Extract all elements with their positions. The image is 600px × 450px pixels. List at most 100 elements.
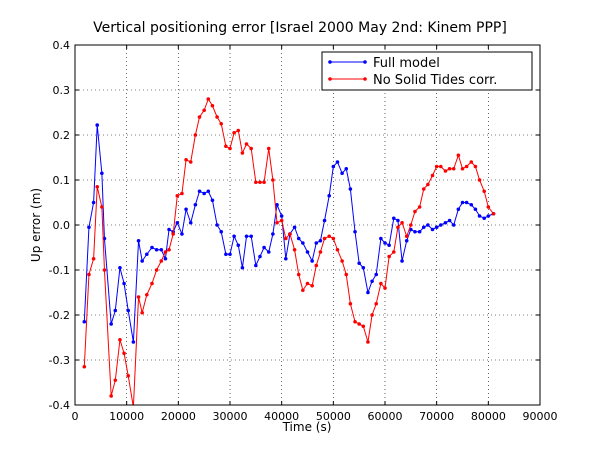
data-point-no-solid-tides-corr [266, 146, 271, 151]
data-point-no-solid-tides-corr [159, 259, 164, 263]
data-point-no-solid-tides-corr [232, 130, 236, 135]
data-point-full-model [404, 238, 409, 243]
data-point-full-model [254, 263, 258, 268]
data-point-no-solid-tides-corr [486, 205, 491, 209]
data-point-no-solid-tides-corr [353, 319, 357, 324]
data-point-full-model [391, 216, 396, 221]
data-point-full-model [335, 160, 340, 164]
data-point-no-solid-tides-corr [374, 301, 379, 306]
data-point-no-solid-tides-corr [163, 250, 168, 254]
data-point-full-model [240, 265, 245, 270]
data-point-no-solid-tides-corr [180, 191, 184, 196]
data-point-no-solid-tides-corr [451, 166, 456, 171]
x-tick-label: 30000 [213, 410, 248, 423]
data-point-full-model [210, 198, 215, 203]
data-point-no-solid-tides-corr [456, 153, 461, 158]
data-point-no-solid-tides-corr [206, 97, 211, 101]
data-point-no-solid-tides-corr [87, 272, 91, 277]
data-point-no-solid-tides-corr [184, 157, 188, 162]
data-point-full-model [366, 290, 370, 295]
data-point-full-model [383, 241, 387, 245]
data-point-full-model [95, 123, 100, 127]
data-point-full-model [344, 166, 349, 171]
data-point-full-model [379, 236, 383, 241]
y-tick-label: -0.1 [49, 264, 70, 277]
data-point-full-model [413, 229, 417, 234]
x-tick-label: 60000 [368, 410, 403, 423]
x-tick-label: 80000 [471, 410, 506, 423]
data-point-no-solid-tides-corr [296, 272, 301, 277]
x-tick-label: 20000 [161, 410, 196, 423]
data-point-full-model [314, 241, 319, 245]
data-point-no-solid-tides-corr [430, 173, 435, 178]
data-point-no-solid-tides-corr [275, 220, 279, 225]
data-point-full-model [113, 308, 118, 313]
data-point-no-solid-tides-corr [100, 205, 104, 209]
data-point-no-solid-tides-corr [340, 259, 344, 263]
data-point-full-model [361, 265, 366, 270]
data-point-full-model [310, 259, 314, 263]
data-point-full-model [180, 232, 184, 236]
x-tick-label: 10000 [109, 410, 144, 423]
data-point-no-solid-tides-corr [391, 250, 396, 254]
data-point-full-model [318, 238, 323, 243]
data-point-no-solid-tides-corr [288, 232, 292, 236]
data-point-no-solid-tides-corr [439, 164, 443, 169]
data-point-no-solid-tides-corr [95, 184, 100, 189]
data-point-no-solid-tides-corr [409, 223, 413, 227]
data-point-no-solid-tides-corr [102, 268, 107, 272]
data-point-no-solid-tides-corr [219, 121, 224, 126]
data-point-full-model [284, 256, 288, 261]
data-point-full-model [219, 229, 224, 234]
data-point-full-model [434, 225, 439, 230]
data-point-full-model [348, 187, 353, 191]
data-point-no-solid-tides-corr [322, 236, 327, 241]
series-no-solid-tides-corr [82, 97, 496, 405]
data-point-full-model [340, 171, 344, 176]
data-point-no-solid-tides-corr [249, 146, 253, 151]
data-point-no-solid-tides-corr [215, 115, 219, 119]
data-point-no-solid-tides-corr [421, 187, 426, 191]
data-point-no-solid-tides-corr [310, 283, 314, 288]
data-point-no-solid-tides-corr [193, 133, 198, 137]
data-point-full-model [271, 232, 275, 236]
data-point-full-model [327, 193, 332, 198]
data-point-full-model [175, 220, 180, 225]
data-point-no-solid-tides-corr [383, 286, 387, 290]
data-point-no-solid-tides-corr [357, 322, 361, 326]
legend-box [321, 51, 533, 91]
legend-label-no-solid-tides: No Solid Tides corr. [373, 73, 497, 88]
data-point-no-solid-tides-corr [262, 180, 266, 185]
data-point-full-model [305, 250, 310, 254]
data-point-full-model [387, 243, 391, 248]
data-point-no-solid-tides-corr [379, 281, 383, 286]
data-point-full-model [159, 247, 164, 252]
data-point-full-model [374, 272, 379, 277]
data-point-no-solid-tides-corr [469, 160, 474, 164]
data-point-full-model [353, 229, 357, 234]
data-point-no-solid-tides-corr [82, 364, 87, 369]
x-tick-label: 50000 [316, 410, 351, 423]
data-point-full-model [126, 308, 131, 313]
data-point-no-solid-tides-corr [188, 160, 193, 164]
data-point-full-model [396, 218, 400, 223]
x-axis-label: Time (s) [282, 420, 332, 434]
data-point-no-solid-tides-corr [366, 340, 370, 344]
data-point-full-model [188, 220, 193, 225]
legend-marker-full-model [328, 60, 332, 64]
data-point-no-solid-tides-corr [91, 256, 96, 261]
data-point-no-solid-tides-corr [404, 234, 409, 239]
data-point-full-model [136, 238, 141, 243]
data-point-full-model [486, 214, 491, 218]
y-tick-label: 0.0 [53, 219, 71, 232]
data-point-full-model [202, 191, 206, 196]
data-point-full-model [109, 322, 113, 326]
chart-title: Vertical positioning error [Israel 2000 … [93, 20, 507, 36]
data-point-full-model [357, 261, 361, 266]
data-point-no-solid-tides-corr [305, 281, 310, 286]
data-point-full-model [451, 223, 456, 227]
data-point-no-solid-tides-corr [271, 178, 275, 182]
y-tick-label: -0.2 [49, 309, 70, 322]
data-point-no-solid-tides-corr [314, 263, 319, 268]
data-point-full-model [236, 243, 241, 248]
